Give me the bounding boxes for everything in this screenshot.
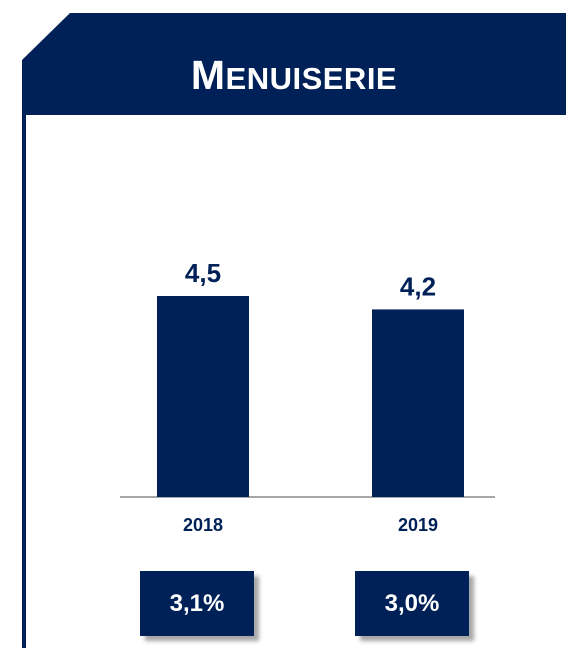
growth-box: 3,1% [140, 571, 254, 636]
left-border [22, 60, 26, 648]
value-label: 4,2 [400, 271, 436, 301]
header-band [22, 13, 566, 115]
growth-box: 3,0% [355, 571, 469, 636]
bar [372, 309, 464, 497]
bar [157, 296, 249, 497]
x-tick-label: 2019 [398, 515, 438, 535]
chart-title: MENUISERIE [190, 52, 398, 98]
value-label: 4,5 [185, 258, 221, 288]
x-tick-label: 2018 [183, 515, 223, 535]
